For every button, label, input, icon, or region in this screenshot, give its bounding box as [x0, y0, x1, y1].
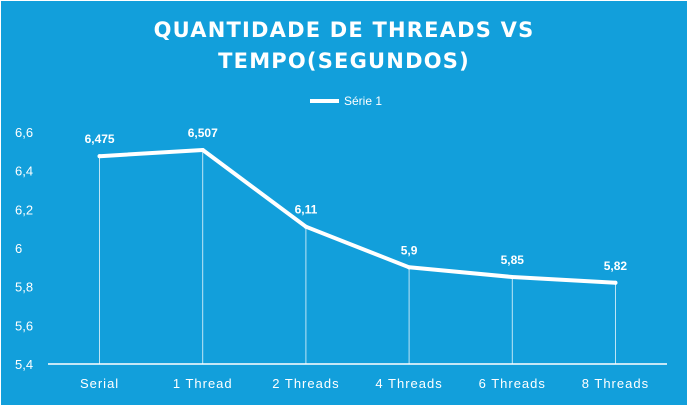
data-point — [303, 224, 308, 229]
x-tick-label: Serial — [80, 376, 119, 391]
chart-title-line-2: TEMPO(SEGUNDOS) — [218, 49, 470, 73]
series-line — [97, 148, 618, 285]
y-tick-label: 6,4 — [15, 164, 33, 179]
data-point — [613, 280, 618, 285]
y-tick-label: 6,2 — [15, 202, 33, 217]
data-label: 6,507 — [188, 126, 218, 140]
data-label: 5,9 — [401, 243, 418, 257]
y-tick-label: 6 — [15, 241, 22, 256]
y-tick-label: 5,4 — [15, 357, 33, 372]
data-label: 5,85 — [501, 253, 525, 267]
chart-title: QUANTIDADE DE THREADS VS TEMPO(SEGUNDOS) — [1, 15, 687, 77]
y-tick-label: 5,6 — [15, 318, 33, 333]
x-tick-label: 8 Threads — [582, 376, 649, 391]
y-tick-label: 5,8 — [15, 280, 33, 295]
data-point — [407, 265, 412, 270]
data-point — [200, 147, 205, 152]
data-label: 6,475 — [85, 132, 115, 146]
x-tick-label: 4 Threads — [375, 376, 442, 391]
data-point — [510, 275, 515, 279]
chart-title-line-1: QUANTIDADE DE THREADS VS — [153, 18, 535, 42]
data-point — [97, 154, 102, 159]
data-label: 6,11 — [295, 203, 318, 217]
data-label: 5,82 — [604, 259, 628, 273]
y-tick-label: 6,6 — [15, 125, 33, 140]
x-tick-label: 1 Thread — [173, 376, 233, 391]
x-tick-label: 6 Threads — [479, 376, 546, 391]
legend-label: Série 1 — [344, 94, 382, 108]
x-tick-label: 2 Threads — [272, 376, 339, 391]
